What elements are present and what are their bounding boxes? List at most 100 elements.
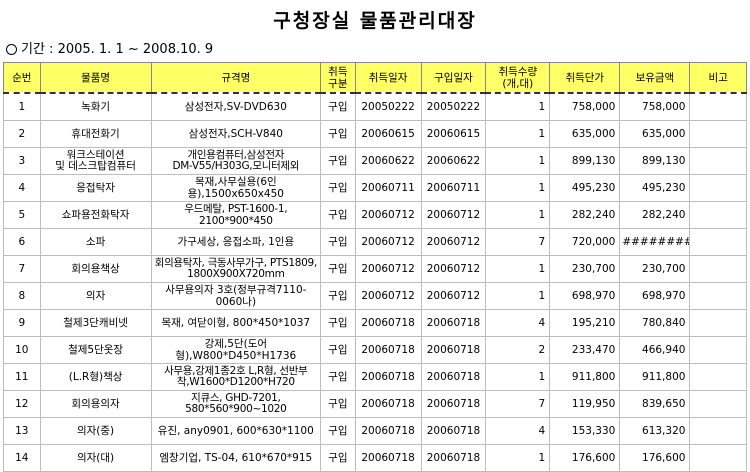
cell-buy-date: 20060718 bbox=[420, 336, 487, 364]
cell-qty: 4 bbox=[485, 417, 551, 445]
circle-bullet-icon bbox=[6, 44, 17, 55]
cell-acq-date: 20060712 bbox=[354, 255, 422, 283]
column-header: 취득단가 bbox=[549, 62, 621, 94]
cell-buy-date: 20060622 bbox=[420, 147, 487, 175]
cell-qty: 1 bbox=[485, 92, 551, 121]
cell-qty: 4 bbox=[485, 309, 551, 337]
cell-method: 구입 bbox=[320, 390, 356, 418]
column-header: 구입일자 bbox=[420, 62, 487, 94]
cell-no: 14 bbox=[3, 444, 41, 472]
cell-buy-date: 20060718 bbox=[420, 309, 487, 337]
cell-acq-date: 20060615 bbox=[354, 120, 422, 148]
cell-no: 8 bbox=[3, 282, 41, 310]
cell-method: 구입 bbox=[320, 417, 356, 445]
cell-method: 구입 bbox=[320, 255, 356, 283]
cell-unit-price: 495,230 bbox=[549, 174, 621, 202]
cell-unit-price: 899,130 bbox=[549, 147, 621, 175]
inventory-table: 순번 물품명 규격명 취득 구분 취득일자 구입일자 취득수량 (개,대) 취득단가 보유금액 비고 … bbox=[3, 62, 747, 472]
cell-buy-date: 20060712 bbox=[420, 255, 487, 283]
cell-buy-date: 20060718 bbox=[420, 417, 487, 445]
cell-spec: 엠창기업, TS-04, 610*670*915 bbox=[150, 444, 322, 472]
cell-unit-price: 282,240 bbox=[549, 201, 621, 229]
header-row: 순번 물품명 규격명 취득 구분 취득일자 구입일자 취득수량 (개,대) 취득단가 보유금액 비고 bbox=[3, 62, 747, 94]
table-row: 12 회의용의자 지큐스, GHD-7201, 580*560*900~1020 구입 2… bbox=[3, 390, 747, 418]
cell-amount: 466,940 bbox=[619, 336, 691, 364]
cell-buy-date: 20050222 bbox=[420, 92, 487, 121]
cell-spec: 삼성전자,SCH-V840 bbox=[150, 120, 322, 148]
cell-note bbox=[689, 228, 747, 256]
cell-item-name: 회의용책상 bbox=[39, 255, 152, 283]
cell-amount: 282,240 bbox=[619, 201, 691, 229]
cell-unit-price: 119,950 bbox=[549, 390, 621, 418]
cell-item-name: 녹화기 bbox=[39, 92, 152, 121]
cell-note bbox=[689, 309, 747, 337]
cell-method: 구입 bbox=[320, 282, 356, 310]
cell-qty: 1 bbox=[485, 255, 551, 283]
column-header: 순번 bbox=[3, 62, 41, 94]
column-header: 비고 bbox=[689, 62, 747, 94]
cell-amount: 911,800 bbox=[619, 363, 691, 391]
cell-item-name: 철제5단옷장 bbox=[39, 336, 152, 364]
cell-method: 구입 bbox=[320, 201, 356, 229]
cell-spec: 사무용,강제1종2호 L,R형, 선반부 착,W1600*D1200*H720 bbox=[150, 363, 322, 391]
cell-acq-date: 20060718 bbox=[354, 390, 422, 418]
cell-item-name: 철제3단캐비넷 bbox=[39, 309, 152, 337]
cell-buy-date: 20060718 bbox=[420, 363, 487, 391]
cell-acq-date: 20060718 bbox=[354, 363, 422, 391]
table-row: 5 쇼파용전화탁자 우드메탈, PST-1600-1, 2100*900*450 구입… bbox=[3, 201, 747, 229]
column-header: 규격명 bbox=[150, 62, 322, 94]
cell-item-name: 워크스테이션 및 데스크탑컴퓨터 bbox=[39, 147, 152, 175]
cell-amount: 839,650 bbox=[619, 390, 691, 418]
cell-no: 9 bbox=[3, 309, 41, 337]
cell-spec: 개인용컴퓨터,삼성전자 DM-V55/H303G,모니터제외 bbox=[150, 147, 322, 175]
cell-amount: 635,000 bbox=[619, 120, 691, 148]
column-header: 물품명 bbox=[39, 62, 152, 94]
cell-qty: 1 bbox=[485, 444, 551, 472]
cell-acq-date: 20060712 bbox=[354, 228, 422, 256]
cell-item-name: 소파 bbox=[39, 228, 152, 256]
cell-item-name: 의자(대) bbox=[39, 444, 152, 472]
cell-unit-price: 195,210 bbox=[549, 309, 621, 337]
table-row: 13 의자(중) 유진, any0901, 600*630*1100 구입 200607… bbox=[3, 417, 747, 445]
cell-no: 7 bbox=[3, 255, 41, 283]
cell-unit-price: 230,700 bbox=[549, 255, 621, 283]
cell-spec: 목재,사무실용(6인용),1500x650x450 bbox=[150, 174, 322, 202]
cell-unit-price: 153,330 bbox=[549, 417, 621, 445]
cell-spec: 목재, 여닫이형, 800*450*1037 bbox=[150, 309, 322, 337]
cell-acq-date: 20060712 bbox=[354, 201, 422, 229]
cell-no: 6 bbox=[3, 228, 41, 256]
cell-qty: 1 bbox=[485, 120, 551, 148]
cell-amount: 613,320 bbox=[619, 417, 691, 445]
table-body: 1 녹화기 삼성전자,SV-DVD630 구입 20050222 20050222 1 758… bbox=[3, 92, 747, 472]
cell-note bbox=[689, 255, 747, 283]
cell-acq-date: 20050222 bbox=[354, 92, 422, 121]
cell-note bbox=[689, 120, 747, 148]
cell-amount: 899,130 bbox=[619, 147, 691, 175]
cell-method: 구입 bbox=[320, 444, 356, 472]
cell-note bbox=[689, 417, 747, 445]
cell-buy-date: 20060712 bbox=[420, 201, 487, 229]
cell-qty: 1 bbox=[485, 201, 551, 229]
table-row: 8 의자 사무용의자 3호(정부규격7110-0060나) 구입 20060712 200… bbox=[3, 282, 747, 310]
cell-spec: 강제,5단(도어형),W800*D450*H1736 bbox=[150, 336, 322, 364]
cell-buy-date: 20060711 bbox=[420, 174, 487, 202]
cell-unit-price: 720,000 bbox=[549, 228, 621, 256]
cell-method: 구입 bbox=[320, 363, 356, 391]
cell-method: 구입 bbox=[320, 174, 356, 202]
cell-acq-date: 20060622 bbox=[354, 147, 422, 175]
cell-spec: 유진, any0901, 600*630*1100 bbox=[150, 417, 322, 445]
cell-no: 5 bbox=[3, 201, 41, 229]
cell-item-name: 의자(중) bbox=[39, 417, 152, 445]
period-line: 기간 : 2005. 1. 1 ~ 2008.10. 9 bbox=[6, 38, 213, 57]
cell-amount: 495,230 bbox=[619, 174, 691, 202]
table-row: 14 의자(대) 엠창기업, TS-04, 610*670*915 구입 2006071… bbox=[3, 444, 747, 472]
cell-unit-price: 698,970 bbox=[549, 282, 621, 310]
cell-item-name: (L.R형)책상 bbox=[39, 363, 152, 391]
cell-method: 구입 bbox=[320, 309, 356, 337]
cell-no: 3 bbox=[3, 147, 41, 175]
column-header: 취득수량 (개,대) bbox=[485, 62, 551, 94]
cell-note bbox=[689, 336, 747, 364]
cell-spec: 회의용탁자, 극동사무가구, PTS1809, 1800X900X720mm bbox=[150, 255, 322, 283]
cell-method: 구입 bbox=[320, 147, 356, 175]
cell-acq-date: 20060712 bbox=[354, 282, 422, 310]
